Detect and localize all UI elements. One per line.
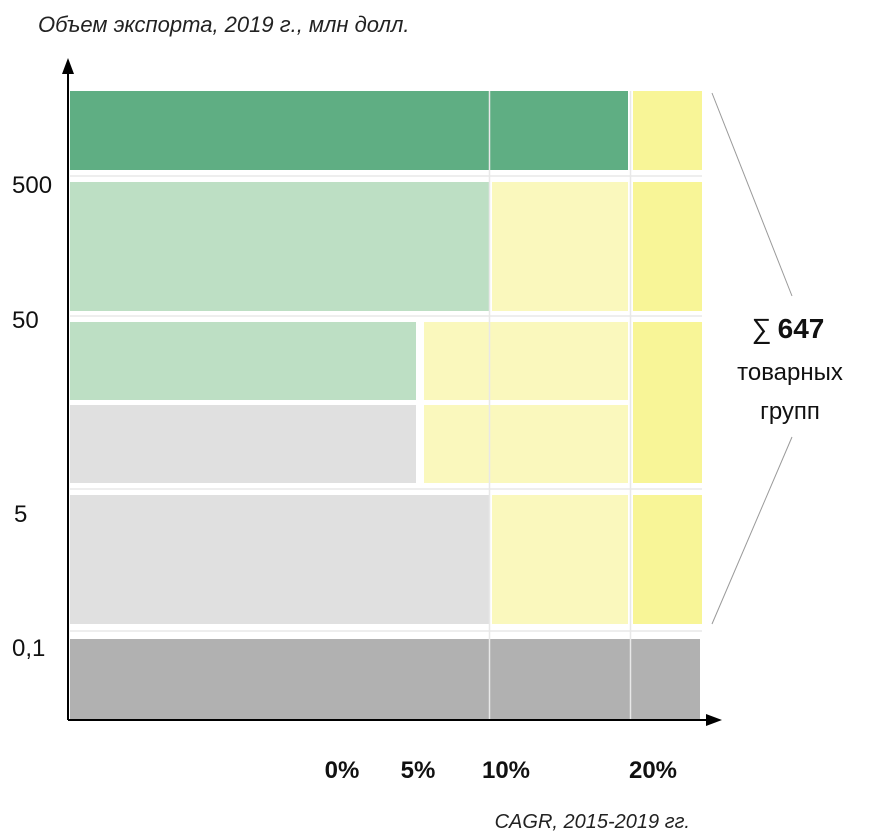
x-axis-title: CAGR, 2015-2019 гг.: [495, 811, 690, 833]
y-tick-label: 500: [12, 172, 52, 199]
bracket-line-bottom: [711, 436, 793, 625]
grid-lines: [70, 91, 702, 720]
cell-0.1to5-below10: [70, 495, 489, 624]
cells: [70, 91, 702, 720]
cell-50to500-10to20: [492, 182, 628, 311]
cell-0.1to5-20plus: [633, 495, 702, 624]
annotation-line1: товарных: [737, 359, 843, 386]
cell-below0.1: [70, 639, 700, 720]
cell-5to50-lower-below5: [70, 405, 416, 483]
y-tick-label: 0,1: [12, 635, 45, 662]
x-tick-label: 20%: [629, 757, 677, 784]
bracket: [711, 92, 793, 625]
cell-5to50-upper-below5: [70, 322, 416, 400]
cell-50to500-below10: [70, 182, 489, 311]
x-axis-arrow: [706, 714, 722, 726]
x-tick-label: 10%: [482, 757, 530, 784]
y-axis-arrow: [62, 58, 74, 74]
bracket-line-top: [711, 92, 793, 297]
x-tick-label: 5%: [401, 757, 436, 784]
sum-annotation: ∑ 647: [752, 313, 825, 344]
cell-0.1to5-10to20: [492, 495, 628, 624]
y-tick-label: 5: [14, 501, 27, 528]
annotation-line2: групп: [760, 398, 820, 425]
sum-count: 647: [778, 313, 825, 344]
sum-symbol: ∑: [752, 313, 772, 344]
cell-above500-20plus: [633, 91, 702, 170]
x-ticks: 0% 5% 10% 20%: [325, 757, 677, 784]
y-axis-title: Объем экспорта, 2019 г., млн долл.: [38, 12, 409, 37]
x-tick-label: 0%: [325, 757, 360, 784]
y-ticks: 500 50 5 0,1: [12, 172, 52, 662]
cell-5to50-upper-5to20: [424, 322, 628, 400]
y-tick-label: 50: [12, 307, 39, 334]
axes: [62, 58, 722, 726]
cell-above500-lowgrowth: [70, 91, 628, 170]
cell-5to50-lower-5to20: [424, 405, 628, 483]
cell-5to50-20plus: [633, 322, 702, 483]
cell-50to500-20plus: [633, 182, 702, 311]
